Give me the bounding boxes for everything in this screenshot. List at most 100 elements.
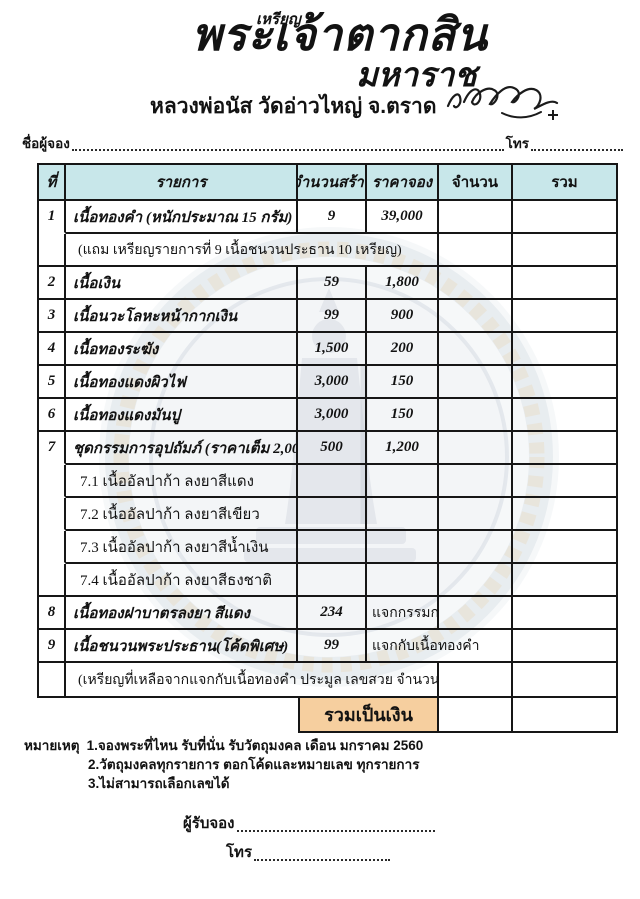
row-no-blank xyxy=(39,234,66,267)
row-no: 3 xyxy=(39,300,66,333)
row-no: 5 xyxy=(39,366,66,399)
row-no-blank xyxy=(39,498,66,531)
row-qty-blank xyxy=(439,234,513,267)
row-price: 150 xyxy=(367,366,439,399)
row-qty-blank xyxy=(439,564,513,597)
notes-section: หมายเหตุ 1.จองพระที่ไหน รับที่นั่น รับวั… xyxy=(24,736,423,793)
order-table: ที่ รายการ จำนวนสร้าง ราคาจอง จำนวน รวม … xyxy=(37,163,618,733)
row-total-blank xyxy=(513,597,616,630)
receiver-line: ผู้รับจอง xyxy=(183,811,437,835)
table-row-4: 4 เนื้อทองระฆัง 1,500 200 xyxy=(39,333,616,366)
row-price-blank xyxy=(367,564,439,597)
table-row-7-1: 7.1 เนื้ออัลปาก้า ลงยาสีแดง xyxy=(39,465,616,498)
row-price: 900 xyxy=(367,300,439,333)
receiver-label: ผู้รับจอง xyxy=(183,815,235,832)
table-row-2: 2 เนื้อเงิน 59 1,800 xyxy=(39,267,616,300)
row-qty-blank xyxy=(439,432,513,465)
row-total-blank xyxy=(513,300,616,333)
row-made: 1,500 xyxy=(298,333,367,366)
row-no-blank xyxy=(39,663,66,696)
booker-name-label: ชื่อผู้จอง xyxy=(22,136,70,151)
row-no: 1 xyxy=(39,201,66,234)
table-row-9-note: (เหรียญที่เหลือจากแจกกับเนื้อทองคำ ประมู… xyxy=(39,663,616,696)
row-total-blank xyxy=(513,333,616,366)
grand-total-amount-blank xyxy=(513,698,618,733)
booker-line: ชื่อผู้จอง โทร xyxy=(22,132,625,154)
row-total-blank xyxy=(513,267,616,300)
table-header-row: ที่ รายการ จำนวนสร้าง ราคาจอง จำนวน รวม xyxy=(39,165,616,201)
table-row-8: 8 เนื้อทองฝาบาตรลงยา สีแดง 234 แจกกรรมกา… xyxy=(39,597,616,630)
header-price: ราคาจอง xyxy=(367,165,439,201)
row-item: 7.4 เนื้ออัลปาก้า ลงยาสีธงชาติ xyxy=(66,564,298,597)
row-qty-blank xyxy=(439,366,513,399)
header-qty: จำนวน xyxy=(439,165,513,201)
temple-line-row: หลวงพ่อนัส วัดอ่าวไหญ่ จ.ตราด xyxy=(150,84,566,129)
row-price-blank xyxy=(367,465,439,498)
row-qty-blank xyxy=(439,597,513,630)
temple-line: หลวงพ่อนัส วัดอ่าวไหญ่ จ.ตราด xyxy=(150,95,437,118)
row-no: 8 xyxy=(39,597,66,630)
row-no-blank xyxy=(39,531,66,564)
row-item: 7.1 เนื้ออัลปาก้า ลงยาสีแดง xyxy=(66,465,298,498)
header-item: รายการ xyxy=(66,165,298,201)
table-row-1-note: (แถม เหรียญรายการที่ 9 เนื้อชนวนประธาน 1… xyxy=(39,234,616,267)
pre-title: เหรียญ xyxy=(256,12,301,28)
row-price-blank xyxy=(367,531,439,564)
header-no: ที่ xyxy=(39,165,66,201)
note-line-1: 1.จองพระที่ไหน รับที่นั่น รับวัตถุมงคล เ… xyxy=(86,738,424,753)
row-total-blank xyxy=(513,432,616,465)
row-item: เนื้อนวะโลหะหน้ากากเงิน xyxy=(66,300,298,333)
row-qty-blank xyxy=(439,465,513,498)
grand-total-label: รวมเป็นเงิน xyxy=(298,698,439,733)
grand-total-row: รวมเป็นเงิน xyxy=(37,698,618,733)
booker-phone-label: โทร xyxy=(505,136,529,151)
row-no: 6 xyxy=(39,399,66,432)
grand-total-qty-blank xyxy=(439,698,513,733)
row-made: 3,000 xyxy=(298,399,367,432)
receiver-phone-fill-line xyxy=(254,858,390,861)
row-price: 150 xyxy=(367,399,439,432)
row-item: เนื้อทองแดงมันปู xyxy=(66,399,298,432)
row-price: 1,800 xyxy=(367,267,439,300)
row-total-blank xyxy=(513,531,616,564)
page-title-line2: มหาราช xyxy=(356,58,477,94)
table-row-5: 5 เนื้อทองแดงผิวไฟ 3,000 150 xyxy=(39,366,616,399)
row-no: 2 xyxy=(39,267,66,300)
handwritten-signature-icon xyxy=(444,78,566,129)
row-price: แจกกรรมการ xyxy=(367,597,439,630)
row-item: ชุดกรรมการอุปถัมภ์ (ราคาเต็ม 2,000 บาท) xyxy=(66,432,298,465)
row-total-blank xyxy=(513,366,616,399)
row-qty-blank xyxy=(439,531,513,564)
note-line-2: 2.วัตถุมงคลทุกรายการ ตอกโค้ดและหมายเลข ท… xyxy=(88,757,420,772)
row-made: 234 xyxy=(298,597,367,630)
row-note: (เหรียญที่เหลือจากแจกกับเนื้อทองคำ ประมู… xyxy=(66,663,439,696)
row-price: 39,000 xyxy=(367,201,439,234)
row-qty-blank xyxy=(439,663,513,696)
row-made: 9 xyxy=(298,201,367,234)
row-total-blank xyxy=(513,663,616,696)
row-qty-blank xyxy=(439,201,513,234)
booker-phone-fill-line xyxy=(531,148,623,151)
table-row-3: 3 เนื้อนวะโลหะหน้ากากเงิน 99 900 xyxy=(39,300,616,333)
row-item: เนื้อทองฝาบาตรลงยา สีแดง xyxy=(66,597,298,630)
table-row-7-2: 7.2 เนื้ออัลปาก้า ลงยาสีเขียว xyxy=(39,498,616,531)
row-total-blank xyxy=(513,465,616,498)
row-total-blank xyxy=(513,234,616,267)
row-made-blank xyxy=(298,465,367,498)
row-qty-blank xyxy=(439,399,513,432)
row-made: 59 xyxy=(298,267,367,300)
table-row-7-3: 7.3 เนื้ออัลปาก้า ลงยาสีน้ำเงิน xyxy=(39,531,616,564)
row-made: 99 xyxy=(298,300,367,333)
row-total-blank xyxy=(513,399,616,432)
total-row-spacer xyxy=(37,698,298,733)
row-price: 1,200 xyxy=(367,432,439,465)
header-total: รวม xyxy=(513,165,616,201)
row-made-blank xyxy=(298,564,367,597)
receiver-phone-label: โทร xyxy=(226,844,253,861)
row-qty-blank xyxy=(439,498,513,531)
row-qty-blank xyxy=(439,300,513,333)
row-item: เนื้อเงิน xyxy=(66,267,298,300)
row-qty-blank xyxy=(439,333,513,366)
table-row-9: 9 เนื้อชนวนพระประธาน(โค้ดพิเศษ) 99 แจกกั… xyxy=(39,630,616,663)
